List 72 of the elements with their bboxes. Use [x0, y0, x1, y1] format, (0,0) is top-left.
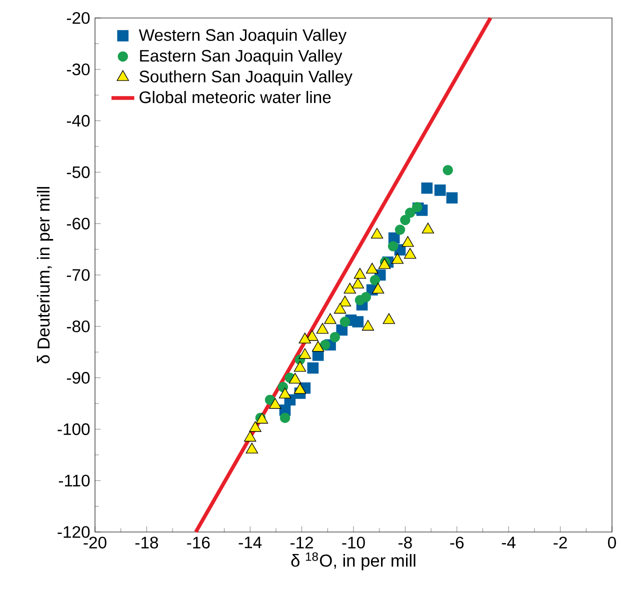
point	[366, 262, 378, 274]
y-tick-label: -90	[66, 372, 90, 384]
point	[434, 184, 446, 196]
y-axis-title: δ Deuterium, in per mill	[36, 187, 54, 364]
point	[298, 332, 312, 344]
point	[294, 383, 306, 394]
x-tick-label: -18	[135, 536, 158, 548]
point	[280, 412, 290, 424]
point	[404, 248, 416, 259]
y-tick-label: -100	[58, 423, 90, 436]
point	[338, 296, 352, 306]
point	[402, 236, 414, 247]
point	[316, 322, 329, 334]
point	[442, 164, 453, 176]
point	[278, 388, 292, 398]
point	[244, 430, 256, 442]
point	[370, 228, 384, 239]
y-tick-label: -40	[66, 114, 90, 127]
point	[294, 361, 306, 372]
y-tick-label: -30	[66, 63, 90, 76]
x-tick-label: -4	[502, 536, 516, 548]
point	[421, 182, 433, 194]
x-tick-label: 0	[608, 536, 616, 548]
point	[400, 214, 410, 226]
point	[256, 412, 268, 424]
point	[246, 442, 258, 454]
x-tick-label: -10	[342, 536, 365, 548]
point	[394, 224, 406, 235]
point	[324, 313, 336, 324]
x-tick-label: -14	[238, 536, 262, 548]
x-tick-label: -16	[187, 536, 210, 548]
x-tick-label: -6	[450, 536, 464, 548]
point	[312, 340, 324, 352]
y-tick-label: -70	[66, 269, 90, 281]
point	[362, 320, 374, 331]
point	[388, 241, 398, 252]
point	[288, 372, 302, 384]
legend-label: Eastern San Joaquin Valley	[140, 49, 342, 65]
point	[344, 282, 356, 294]
point	[334, 302, 346, 314]
point	[422, 222, 434, 234]
point	[354, 295, 366, 306]
point	[306, 330, 318, 341]
x-axis-title: δ $^{18}$O, in per mill	[291, 552, 416, 570]
point	[298, 348, 312, 359]
legend-label: Global meteoric water line	[140, 90, 331, 104]
point	[269, 398, 282, 409]
y-tick-label: -50	[66, 166, 90, 178]
x-tick-label: -2	[554, 536, 567, 548]
y-tick-label: -120	[58, 526, 90, 538]
point	[320, 340, 330, 350]
x-tick-label: -12	[290, 536, 314, 548]
point	[307, 362, 319, 374]
point	[382, 313, 396, 324]
point	[354, 268, 366, 279]
point	[370, 274, 380, 286]
y-tick-label: -80	[66, 320, 90, 332]
point	[391, 253, 404, 264]
y-tick-label: -20	[66, 12, 90, 24]
legend-label: Southern San Joaquin Valley	[140, 70, 352, 86]
y-tick-label: -60	[66, 218, 90, 230]
point	[372, 282, 384, 294]
point	[340, 316, 350, 327]
x-tick-label: -8	[398, 536, 412, 548]
point	[404, 208, 416, 218]
y-tick-label: -110	[58, 474, 90, 486]
x-tick-label: -20	[84, 536, 106, 548]
point	[330, 332, 340, 342]
legend-label: Western San Joaquin Valley	[138, 28, 347, 44]
point	[446, 192, 458, 204]
point	[352, 278, 364, 288]
point	[249, 421, 262, 432]
